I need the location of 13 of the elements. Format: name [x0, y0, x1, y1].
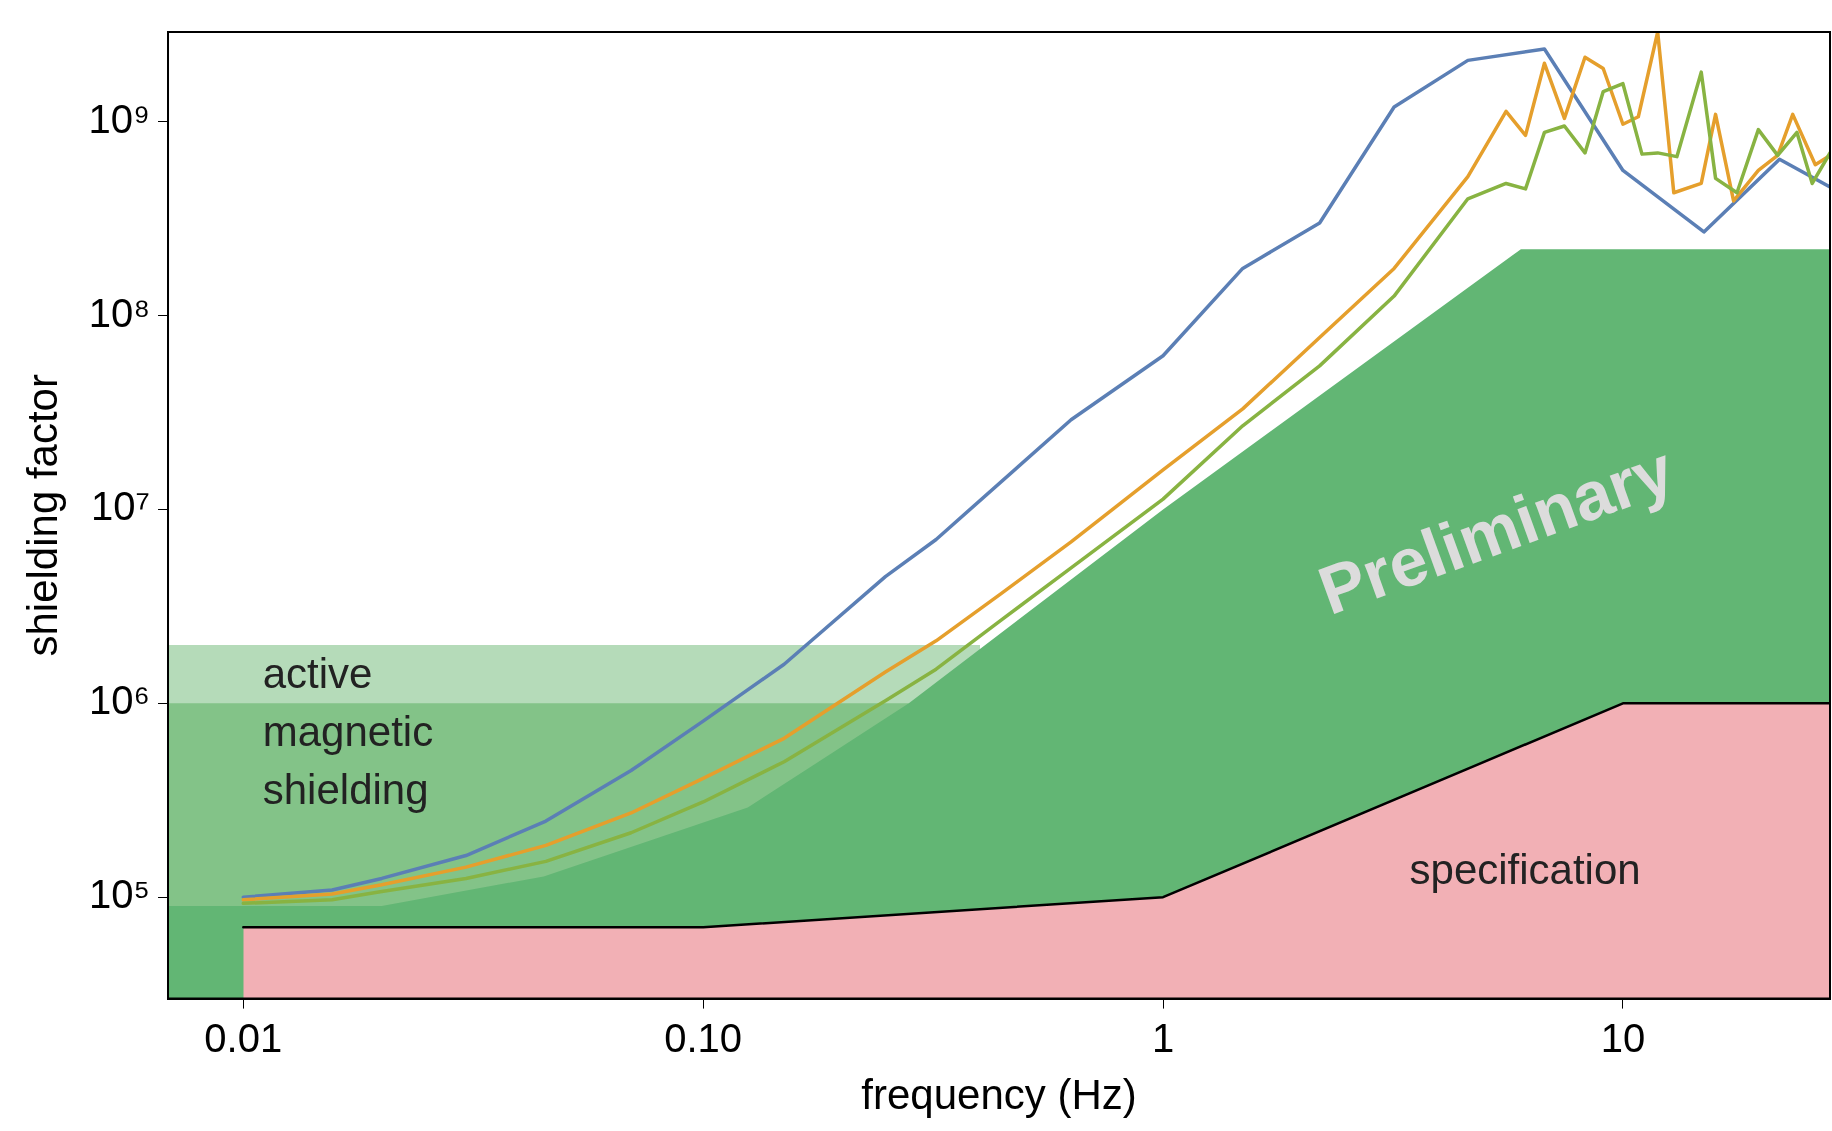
x-tick-label: 1	[1151, 1015, 1175, 1060]
x-tick-label: 10	[1600, 1015, 1646, 1060]
annotation: specification	[1409, 845, 1641, 893]
y-axis-title: shielding factor	[18, 374, 66, 657]
y-tick-label: 10⁵	[88, 872, 151, 917]
y-tick-label: 10⁹	[88, 96, 151, 141]
y-tick-label: 10⁷	[91, 484, 151, 529]
y-tick-label: 10⁶	[89, 678, 151, 723]
x-axis-title: frequency (Hz)	[861, 1071, 1137, 1119]
x-tick-label: 0.01	[204, 1015, 283, 1060]
x-tick-label: 0.10	[664, 1015, 743, 1060]
annotation: active magnetic shielding	[262, 650, 434, 814]
y-tick-label: 10⁸	[88, 290, 151, 335]
